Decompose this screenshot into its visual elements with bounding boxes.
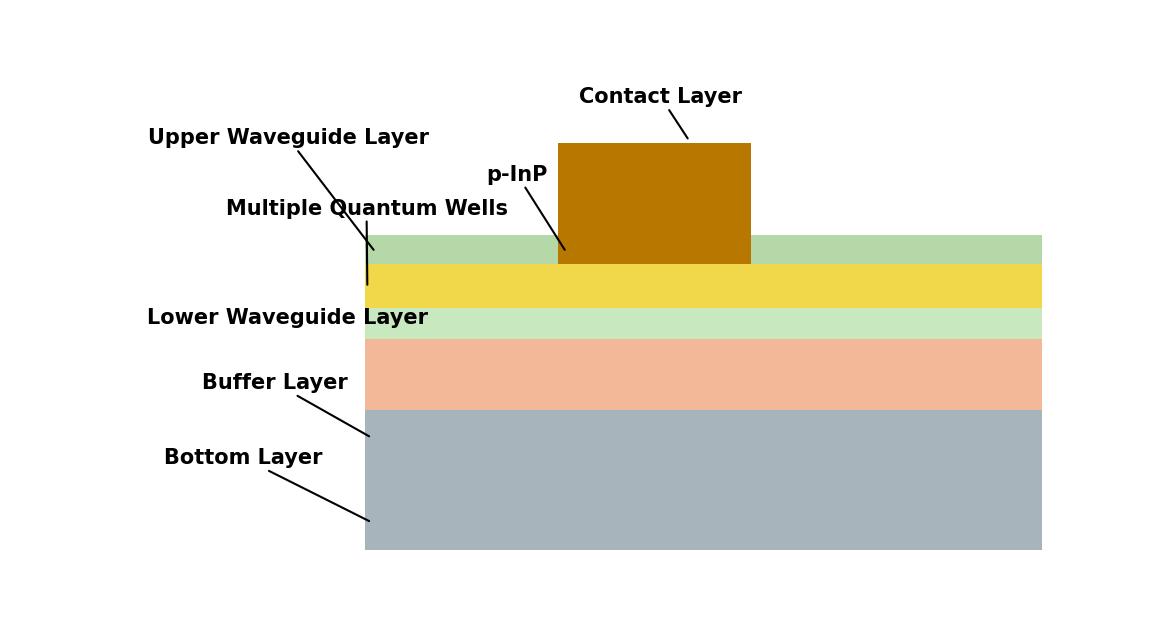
Text: Upper Waveguide Layer: Upper Waveguide Layer — [148, 128, 428, 250]
Bar — [365, 264, 1042, 308]
Bar — [558, 143, 750, 264]
Text: p-InP: p-InP — [486, 165, 565, 250]
Bar — [365, 235, 1042, 264]
Bar — [365, 409, 1042, 550]
Text: Multiple Quantum Wells: Multiple Quantum Wells — [226, 199, 507, 285]
Bar — [365, 308, 1042, 340]
Text: Lower Waveguide Layer: Lower Waveguide Layer — [147, 308, 427, 328]
Bar — [365, 340, 1042, 409]
Text: Contact Layer: Contact Layer — [579, 87, 742, 138]
Text: Buffer Layer: Buffer Layer — [201, 373, 369, 437]
Text: Bottom Layer: Bottom Layer — [164, 448, 369, 521]
